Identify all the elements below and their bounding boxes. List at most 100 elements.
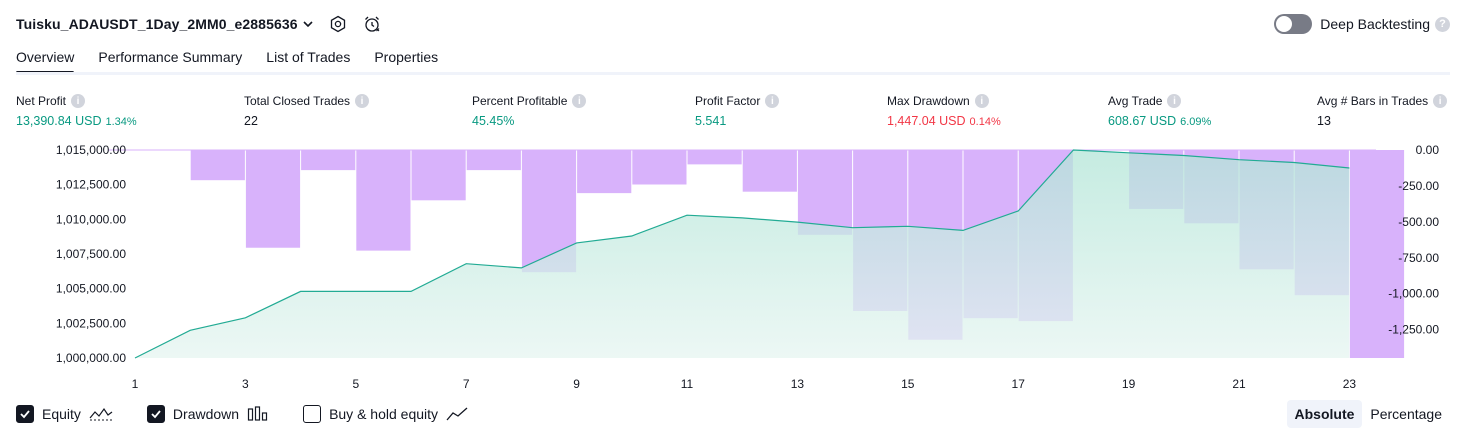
alert-clock-icon[interactable] [362,14,382,34]
help-icon[interactable]: ? [1435,16,1450,32]
metric-total-closed-trades: Total Closed Trades i 22 [244,92,370,130]
metric-label: Percent Profitable [472,94,568,108]
chart-legend: Equity Drawdown Buy & hold equity [16,403,502,425]
metric-value: 13 [1317,114,1331,128]
metric-value: 13,390.84 USD [16,114,102,128]
percentage-button[interactable]: Percentage [1370,406,1442,422]
metric-label: Total Closed Trades [244,94,351,108]
metric-value: 22 [244,114,258,128]
right-axis-tick: 0.00 [1416,143,1440,157]
info-icon[interactable]: i [572,94,587,108]
info-icon[interactable]: i [1167,94,1182,108]
right-axis-tick: -1,000.00 [1388,287,1439,301]
toggle-knob [1276,16,1293,32]
x-axis-tick: 21 [1232,377,1246,391]
info-icon[interactable]: i [765,94,780,108]
x-axis-tick: 3 [242,377,249,391]
right-axis-tick: -500.00 [1398,215,1439,229]
settings-icon[interactable] [328,14,348,34]
right-axis-tick: -250.00 [1398,179,1439,193]
left-axis-tick: 1,015,000.00 [56,143,126,157]
info-icon[interactable]: i [974,94,989,108]
equity-area [135,150,1350,358]
metric-avg-bars-in-trades: Avg # Bars in Trades i 13 [1317,92,1448,130]
x-axis-tick: 7 [463,377,470,391]
drawdown-bar [742,150,797,192]
equity-drawdown-chart[interactable]: 1,000,000.00 1,002,500.00 1,005,000.00 1,00… [0,136,1466,396]
drawdown-bar [245,150,301,248]
deep-backtesting: Deep Backtesting ? [1274,13,1450,35]
metric-max-drawdown: Max Drawdown i 1,447.04 USD 0.14% [887,92,1001,130]
bars-icon [247,406,268,421]
x-axis-tick: 19 [1122,377,1136,391]
tab-divider [16,72,1450,75]
check-icon [20,410,30,419]
x-axis-tick: 15 [901,377,915,391]
drawdown-bar [1349,150,1405,358]
x-axis-tick: 5 [352,377,359,391]
drawdown-checkbox[interactable] [146,405,165,423]
tab-list-of-trades[interactable]: List of Trades [266,49,351,65]
legend-drawdown[interactable]: Drawdown [146,405,269,423]
x-axis-tick: 17 [1012,377,1026,391]
x-axis-tick: 13 [791,377,805,391]
left-axis-tick: 1,012,500.00 [56,178,126,192]
drawdown-bar [687,150,742,165]
info-icon[interactable]: i [1433,94,1448,108]
chevron-down-icon[interactable] [302,18,314,30]
drawdown-bar [466,150,521,171]
x-axis-tick: 23 [1343,377,1357,391]
check-icon [151,410,161,419]
buy-hold-checkbox[interactable] [303,405,322,423]
metric-label: Net Profit [16,94,67,108]
strategy-name[interactable]: Tuisku_ADAUSDT_1Day_2MM0_e2885636 [16,16,298,32]
equity-line-icon [89,407,113,421]
info-icon[interactable]: i [71,94,86,108]
metric-value: 45.45% [472,114,515,128]
drawdown-bar [190,150,245,181]
metric-label: Avg # Bars in Trades [1317,94,1429,108]
tab-overview[interactable]: Overview [16,44,75,74]
metric-value: 1,447.04 USD [887,114,966,128]
legend-buy-hold[interactable]: Buy & hold equity [303,405,468,423]
trend-line-icon [446,407,468,421]
drawdown-bar [632,150,687,185]
tab-performance-summary[interactable]: Performance Summary [98,49,243,65]
metric-percent: 0.14% [969,116,1001,128]
tab-properties[interactable]: Properties [374,49,439,65]
drawdown-bar [411,150,466,201]
legend-drawdown-label: Drawdown [172,406,240,422]
left-axis-tick: 1,005,000.00 [56,282,126,296]
tab-bar: Overview Performance Summary List of Tra… [16,44,462,74]
metric-profit-factor: Profit Factor i 5.541 [695,92,780,130]
equity-checkbox[interactable] [16,405,34,423]
metric-percent: 1.34% [105,116,137,128]
left-axis-tick: 1,007,500.00 [56,247,126,261]
deep-backtesting-toggle[interactable] [1274,14,1313,34]
deep-backtesting-label: Deep Backtesting [1320,16,1430,32]
metric-avg-trade: Avg Trade i 608.67 USD 6.09% [1108,92,1211,130]
drawdown-bar [301,150,356,171]
drawdown-bar [356,150,411,251]
right-axis-tick: -1,250.00 [1388,323,1439,337]
metric-value: 608.67 USD [1108,114,1177,128]
right-axis-tick: -750.00 [1398,251,1439,265]
strategy-header: Tuisku_ADAUSDT_1Day_2MM0_e2885636 [16,13,382,35]
absolute-button[interactable]: Absolute [1286,400,1363,428]
left-axis-tick: 1,000,000.00 [56,351,126,365]
legend-equity[interactable]: Equity [16,405,113,423]
metric-net-profit: Net Profit i 13,390.84 USD 1.34% [16,92,137,130]
legend-equity-label: Equity [42,406,81,422]
drawdown-bar [797,150,853,235]
info-icon[interactable]: i [355,94,370,108]
equity-line [134,149,1350,359]
metric-percent-profitable: Percent Profitable i 45.45% [472,92,587,130]
value-mode-switch: Absolute Percentage [1286,400,1451,428]
x-axis-tick: 9 [573,377,580,391]
metric-percent: 6.09% [1180,116,1212,128]
x-axis-tick: 11 [681,377,694,391]
metric-label: Max Drawdown [887,94,970,108]
left-axis-tick: 1,002,500.00 [56,316,126,330]
x-axis-tick: 1 [132,377,139,391]
drawdown-bar [577,150,632,194]
